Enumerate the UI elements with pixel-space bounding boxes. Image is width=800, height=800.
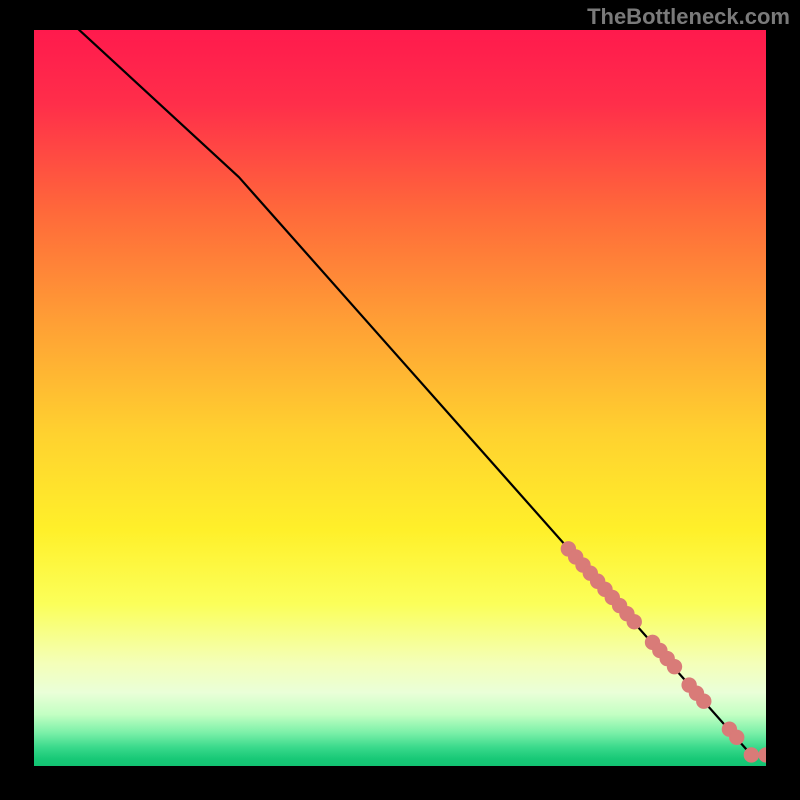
data-marker xyxy=(730,730,744,744)
chart-stage: TheBottleneck.com xyxy=(0,0,800,800)
data-marker xyxy=(744,748,758,762)
data-marker xyxy=(697,694,711,708)
attribution-text: TheBottleneck.com xyxy=(587,4,790,30)
data-marker xyxy=(667,659,681,673)
data-marker xyxy=(627,615,641,629)
chart-svg xyxy=(0,0,800,800)
